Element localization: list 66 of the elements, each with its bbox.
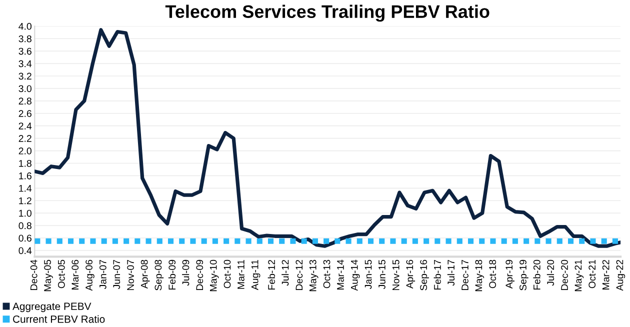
y-tick-label: 0.6 — [18, 234, 32, 242]
y-tick-label: 2.0 — [18, 148, 32, 154]
line-series — [34, 28, 621, 248]
x-tick-label: Jan-15 — [364, 260, 372, 290]
x-tick-label: Nov-07 — [127, 260, 134, 290]
y-tick-label: 2.4 — [18, 122, 32, 130]
y-tick-label: 1.6 — [19, 172, 32, 180]
x-tick-label: Oct-18 — [489, 260, 496, 288]
x-tick-label: Feb-09 — [168, 260, 176, 290]
y-tick-label: 2.6 — [18, 110, 32, 118]
x-tick-label: Dec-09 — [196, 260, 204, 290]
x-tick-label: Jul-20 — [546, 260, 554, 286]
x-tick-label: Dec-12 — [296, 260, 303, 290]
x-tick-label: Dec-04 — [30, 260, 38, 290]
y-tick-label: 3.2 — [18, 72, 32, 80]
x-tick-label: Feb-12 — [268, 260, 275, 290]
x-tick-label: Dec-17 — [462, 260, 468, 290]
x-tick-label: May-21 — [574, 260, 584, 292]
x-tick-label: Feb-20 — [533, 260, 540, 290]
y-tick-label: 4.0 — [18, 22, 32, 30]
y-tick-label: 3.8 — [18, 35, 32, 42]
x-tick-label: May-13 — [309, 260, 318, 292]
x-tick-label: Apr-16 — [406, 260, 416, 289]
y-tick-label: 1.8 — [19, 160, 32, 167]
x-tick-label: Sep-08 — [154, 260, 164, 290]
y-tick-label: 2.2 — [18, 135, 32, 142]
x-tick-label: Aug-11 — [252, 260, 260, 290]
x-tick-label: Mar-11 — [238, 260, 244, 289]
x-tick-label: Dec-20 — [561, 260, 568, 290]
x-tick-label: Sep-16 — [420, 260, 429, 290]
x-tick-label: Aug-06 — [86, 260, 94, 291]
x-tick-label: Feb-17 — [434, 260, 441, 290]
legend-label: Aggregate PEBV — [12, 302, 92, 312]
y-tick-label: 3.0 — [18, 85, 32, 92]
x-tick-label: Sep-19 — [520, 260, 528, 290]
y-tick-label: 1.4 — [19, 184, 32, 192]
x-tick-label: Aug-14 — [351, 260, 360, 291]
x-tick-label: Jun-07 — [113, 260, 120, 290]
x-tick-label: Apr-08 — [140, 260, 150, 289]
y-tick-label: 0.4 — [18, 247, 32, 254]
x-tick-label: Oct-21 — [588, 260, 596, 288]
x-tick-label: Oct-05 — [58, 260, 65, 288]
x-tick-label: Jul-17 — [447, 260, 455, 286]
x-tick-label: Jul-09 — [182, 260, 190, 286]
x-tick-label: Jan-07 — [99, 260, 106, 290]
y-tick-label: 3.6 — [18, 48, 32, 55]
x-tick-label: Apr-19 — [506, 260, 514, 289]
x-tick-label: Mar-22 — [602, 260, 610, 290]
x-tick-label: Aug-22 — [616, 260, 626, 291]
x-tick-label: Mar-06 — [72, 260, 79, 290]
y-tick-label: 2.8 — [18, 98, 32, 105]
x-tick-label: Mar-14 — [337, 260, 344, 290]
x-tick-label: Jun-15 — [378, 260, 386, 290]
x-tick-label: May-10 — [210, 260, 219, 292]
x-tick-label: May-18 — [475, 260, 484, 292]
x-tick-label: Oct-10 — [224, 260, 231, 288]
x-tick-label: Nov-15 — [392, 260, 400, 290]
x-tick-label: May-05 — [44, 260, 53, 292]
x-tick-label: Oct-13 — [323, 260, 330, 288]
y-tick-label: 1.2 — [19, 197, 32, 204]
y-tick-label: 0.8 — [18, 222, 32, 230]
legend-label: Current PEBV Ratio — [13, 315, 105, 323]
y-tick-label: 3.4 — [18, 60, 32, 68]
y-tick-label: 1.0 — [19, 210, 32, 217]
chart-title: Telecom Services Trailing PEBV Ratio — [165, 4, 490, 22]
x-tick-label: Jul-12 — [282, 260, 289, 286]
